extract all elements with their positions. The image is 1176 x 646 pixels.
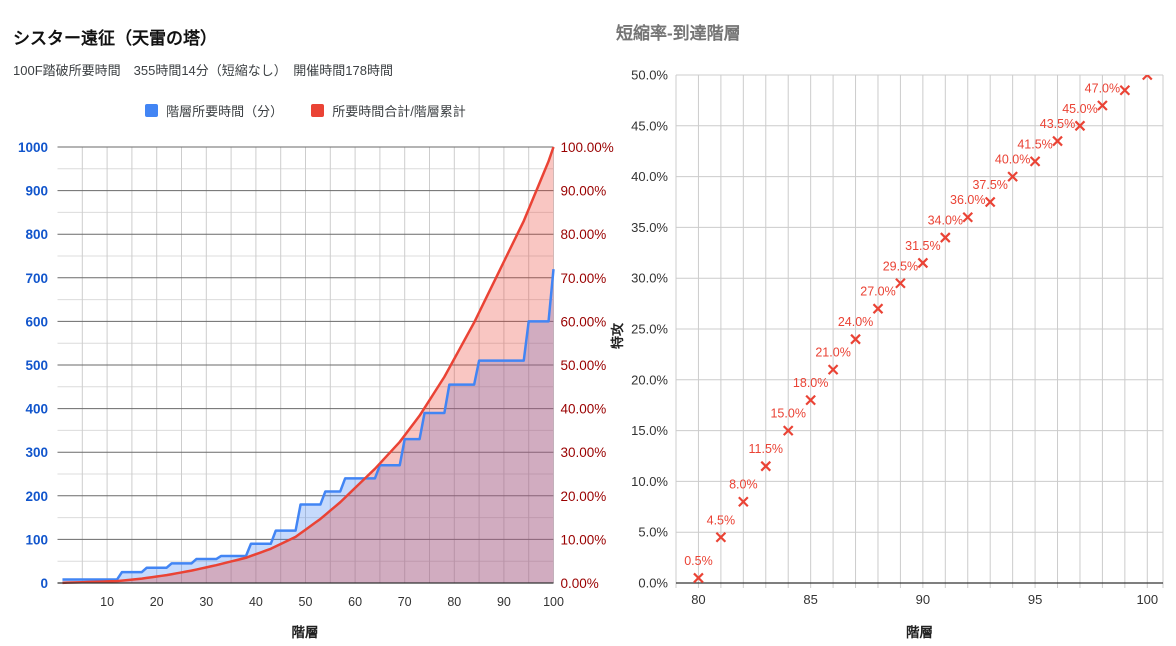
svg-text:36.0%: 36.0% <box>950 193 985 207</box>
svg-text:43.5%: 43.5% <box>1040 117 1075 131</box>
svg-text:40.00%: 40.00% <box>561 402 607 417</box>
svg-text:21.0%: 21.0% <box>815 346 850 360</box>
svg-text:30: 30 <box>199 595 213 609</box>
svg-text:10: 10 <box>100 595 114 609</box>
svg-text:60: 60 <box>348 595 362 609</box>
floor-time-area-chart: 0 100 200 300 400 500 600 700 800 900 1000 0.00% 10.… <box>18 140 614 640</box>
svg-text:5.0%: 5.0% <box>638 525 668 540</box>
left-chart-subtitle: 100F踏破所要時間 355時間14分（短縮なし） 開催時間178時間 <box>13 63 393 78</box>
svg-text:45.0%: 45.0% <box>1062 102 1097 116</box>
svg-text:400: 400 <box>25 402 48 417</box>
svg-text:50: 50 <box>299 595 313 609</box>
svg-text:30.00%: 30.00% <box>561 445 607 460</box>
svg-text:24.0%: 24.0% <box>838 315 873 329</box>
svg-text:35.0%: 35.0% <box>631 220 668 235</box>
right-chart-x-axis-title: 階層 <box>906 624 933 640</box>
svg-text:40.0%: 40.0% <box>631 169 668 184</box>
svg-text:0.5%: 0.5% <box>684 554 713 568</box>
svg-text:90: 90 <box>497 595 511 609</box>
svg-text:60.00%: 60.00% <box>561 314 607 329</box>
svg-text:300: 300 <box>25 445 48 460</box>
svg-text:40.0%: 40.0% <box>995 153 1030 167</box>
svg-text:8.0%: 8.0% <box>729 478 758 492</box>
svg-text:85: 85 <box>803 592 817 607</box>
legend-swatch-blue <box>145 104 159 117</box>
svg-text:20.00%: 20.00% <box>561 489 607 504</box>
svg-text:70: 70 <box>398 595 412 609</box>
svg-text:27.0%: 27.0% <box>860 285 895 299</box>
right-chart-y-axis-title: 特攻 <box>610 322 625 349</box>
svg-text:95: 95 <box>1028 592 1042 607</box>
legend-swatch-red <box>311 104 325 117</box>
svg-text:15.0%: 15.0% <box>631 423 668 438</box>
svg-text:25.0%: 25.0% <box>631 322 668 337</box>
svg-text:80: 80 <box>691 592 705 607</box>
svg-text:800: 800 <box>25 227 48 242</box>
svg-text:90.00%: 90.00% <box>561 184 607 199</box>
svg-text:20.0%: 20.0% <box>631 372 668 387</box>
left-chart-legend: 階層所要時間（分） 所要時間合計/階層累計 <box>57 101 554 120</box>
svg-text:50.00%: 50.00% <box>561 358 607 373</box>
svg-text:45.0%: 45.0% <box>631 118 668 133</box>
svg-text:100: 100 <box>543 595 564 609</box>
svg-text:11.5%: 11.5% <box>749 442 784 456</box>
svg-text:40: 40 <box>249 595 263 609</box>
svg-text:20: 20 <box>150 595 164 609</box>
svg-text:500: 500 <box>25 358 48 373</box>
svg-text:31.5%: 31.5% <box>905 239 940 253</box>
svg-text:0.00%: 0.00% <box>561 576 599 591</box>
svg-text:80: 80 <box>447 595 461 609</box>
svg-text:0.0%: 0.0% <box>638 576 668 591</box>
svg-text:47.0%: 47.0% <box>1085 81 1120 95</box>
svg-text:200: 200 <box>25 489 48 504</box>
svg-text:1000: 1000 <box>18 140 48 155</box>
svg-text:100: 100 <box>25 532 48 547</box>
svg-text:29.5%: 29.5% <box>883 259 918 273</box>
svg-text:10.0%: 10.0% <box>631 474 668 489</box>
svg-text:4.5%: 4.5% <box>707 513 736 527</box>
svg-text:34.0%: 34.0% <box>928 214 963 228</box>
svg-text:600: 600 <box>25 314 48 329</box>
svg-text:700: 700 <box>25 271 48 286</box>
svg-text:30.0%: 30.0% <box>631 271 668 286</box>
right-chart-title: 短縮率-到達階層 <box>616 24 741 43</box>
legend-item-floor-time: 階層所要時間（分） <box>145 101 283 120</box>
svg-text:70.00%: 70.00% <box>561 271 607 286</box>
legend-item-cumulative: 所要時間合計/階層累計 <box>311 101 466 120</box>
svg-text:90: 90 <box>916 592 930 607</box>
svg-text:80.00%: 80.00% <box>561 227 607 242</box>
svg-text:900: 900 <box>25 184 48 199</box>
svg-text:0: 0 <box>40 576 48 591</box>
legend-label-floor-time: 階層所要時間（分） <box>166 104 284 119</box>
svg-text:37.5%: 37.5% <box>972 178 1007 192</box>
svg-text:15.0%: 15.0% <box>770 407 805 421</box>
left-chart-x-axis-title: 階層 <box>292 624 319 640</box>
svg-text:100: 100 <box>1136 592 1158 607</box>
svg-text:18.0%: 18.0% <box>793 376 828 390</box>
reduction-rate-scatter-chart: 0.5% 4.5% 8.0% 11.5% 15.0% 18.0% 21.0% 24.0% 27.… <box>610 68 1164 640</box>
svg-text:100.00%: 100.00% <box>561 140 614 155</box>
svg-text:10.00%: 10.00% <box>561 532 607 547</box>
svg-text:41.5%: 41.5% <box>1017 137 1052 151</box>
left-chart-title: シスター遠征（天雷の塔） <box>13 29 217 48</box>
legend-label-cumulative: 所要時間合計/階層累計 <box>332 104 466 119</box>
svg-text:50.0%: 50.0% <box>631 68 668 83</box>
